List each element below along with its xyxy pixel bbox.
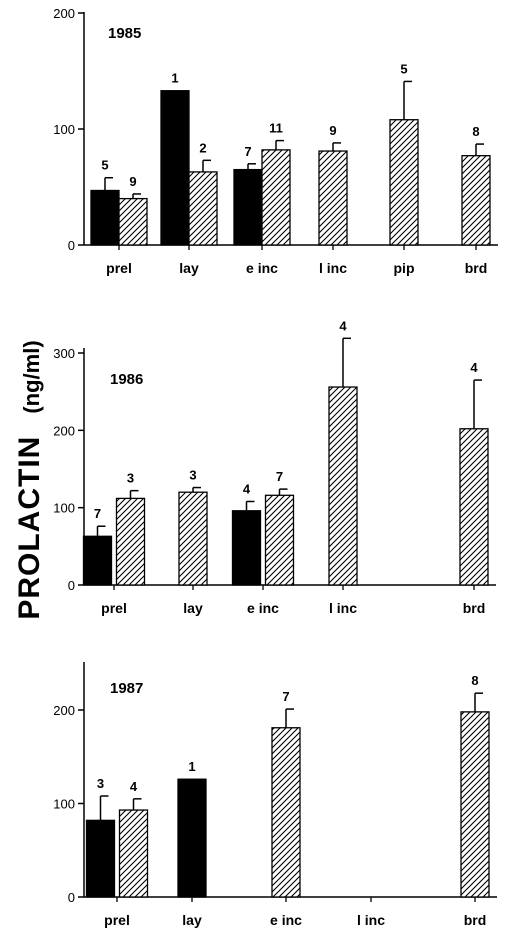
sample-size-label: 1 xyxy=(171,71,178,86)
bar-solid xyxy=(233,168,263,246)
sample-size-label: 4 xyxy=(339,318,347,333)
bar-hatched xyxy=(264,494,295,586)
bar-hatched xyxy=(328,386,358,586)
bar-hatched xyxy=(460,711,490,898)
sample-size-label: 11 xyxy=(269,121,283,136)
sample-size-label: 7 xyxy=(244,144,251,159)
y-tick-label: 200 xyxy=(53,6,75,21)
bar-hatched xyxy=(389,119,419,246)
x-tick-label: e inc xyxy=(246,260,278,276)
bar-solid xyxy=(160,90,190,246)
bar-solid xyxy=(85,819,116,898)
sample-size-label: 9 xyxy=(329,123,336,138)
x-tick-label: prel xyxy=(104,912,130,928)
x-tick-label: prel xyxy=(106,260,132,276)
sample-size-label: 3 xyxy=(127,471,134,486)
bar-hatched xyxy=(271,727,301,898)
bar-hatched xyxy=(118,809,149,898)
sample-size-label: 2 xyxy=(199,140,206,155)
chart-panel-1987: 1987 0 100 200 prel lay e inc l inc brd 3 4 1 7 8 xyxy=(53,662,497,928)
x-tick-label: l inc xyxy=(319,260,347,276)
sample-size-label: 5 xyxy=(101,158,108,173)
bar-solid xyxy=(90,189,120,246)
sample-size-label: 7 xyxy=(94,506,101,521)
sample-size-label: 4 xyxy=(130,779,138,794)
bar-hatched xyxy=(261,149,291,246)
y-tick-label: 0 xyxy=(68,578,75,593)
bar-hatched xyxy=(188,171,218,246)
x-tick-label: lay xyxy=(179,260,199,276)
bar-hatched xyxy=(318,150,348,246)
sample-size-label: 3 xyxy=(97,776,104,791)
sample-size-label: 8 xyxy=(472,124,479,139)
chart-panel-1986: 1986 0 100 200 300 prel lay e inc l inc brd 7 3 3 4 7 4… xyxy=(53,318,496,616)
x-tick-label: e inc xyxy=(247,600,279,616)
bar-solid xyxy=(231,510,262,586)
sample-size-label: 5 xyxy=(400,61,407,76)
y-tick-label: 200 xyxy=(53,423,75,438)
bar-hatched xyxy=(461,155,491,246)
bar-hatched xyxy=(115,497,146,586)
y-tick-label: 300 xyxy=(53,346,75,361)
y-tick-label: 100 xyxy=(53,797,75,812)
bar-solid xyxy=(82,535,113,586)
sample-size-label: 9 xyxy=(129,174,136,189)
y-tick-label: 0 xyxy=(68,238,75,253)
x-tick-label: prel xyxy=(101,600,127,616)
y-tick-label: 0 xyxy=(68,890,75,905)
x-tick-label: brd xyxy=(464,912,487,928)
bar-hatched xyxy=(459,428,489,586)
sample-size-label: 4 xyxy=(470,360,478,375)
chart-panel-1985: 1985 0 100 200 prel lay e inc l inc pip brd 5 9 1 2 7 1… xyxy=(53,6,498,276)
sample-size-label: 3 xyxy=(189,468,196,483)
bar-hatched xyxy=(178,491,208,586)
x-tick-label: l inc xyxy=(329,600,357,616)
chart-title: 1986 xyxy=(110,371,143,388)
sample-size-label: 8 xyxy=(471,673,478,688)
sample-size-label: 1 xyxy=(188,759,195,774)
chart-title: 1985 xyxy=(108,25,141,42)
x-tick-label: e inc xyxy=(270,912,302,928)
x-tick-label: lay xyxy=(182,912,202,928)
bar-solid xyxy=(177,778,207,898)
bar-hatched xyxy=(118,197,148,246)
sample-size-label: 7 xyxy=(276,469,283,484)
sample-size-label: 7 xyxy=(282,689,289,704)
y-tick-label: 100 xyxy=(53,122,75,137)
x-tick-label: lay xyxy=(183,600,203,616)
x-tick-label: brd xyxy=(465,260,488,276)
x-tick-label: brd xyxy=(463,600,486,616)
sample-size-label: 4 xyxy=(243,481,251,496)
y-tick-label: 200 xyxy=(53,703,75,718)
y-tick-label: 100 xyxy=(53,501,75,516)
chart-title: 1987 xyxy=(110,680,143,697)
x-tick-label: pip xyxy=(394,260,415,276)
x-tick-label: l inc xyxy=(357,912,385,928)
